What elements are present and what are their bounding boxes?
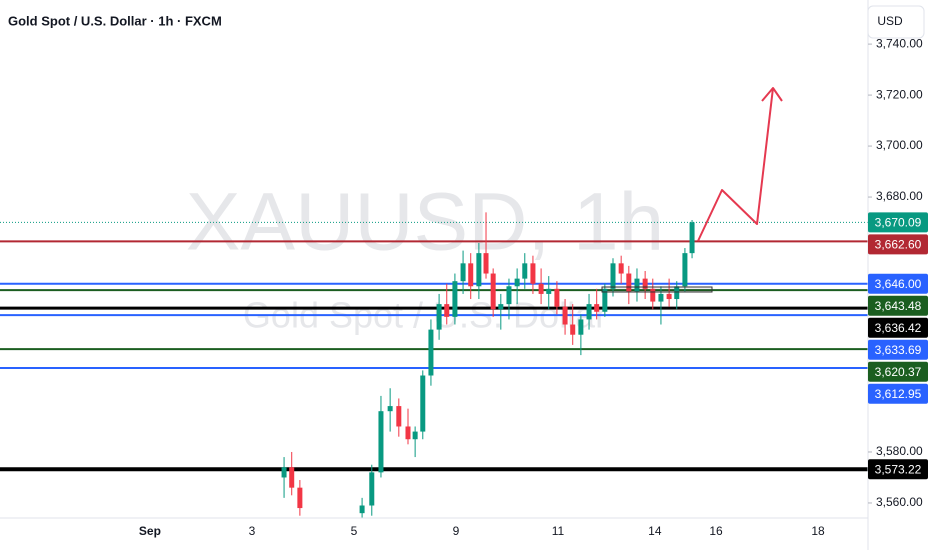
- candle-body: [618, 263, 624, 274]
- y-tick-label: 3,720.00: [876, 87, 923, 101]
- candle-body: [396, 406, 402, 427]
- x-tick-label: 3: [249, 524, 256, 538]
- candle-body: [610, 263, 616, 289]
- candle-body: [530, 263, 536, 284]
- range-box: [601, 286, 713, 293]
- candle-body: [650, 288, 656, 302]
- candle-body: [554, 288, 560, 307]
- candle-body: [378, 411, 384, 473]
- candle-body: [689, 222, 695, 254]
- candle-body: [658, 293, 664, 302]
- candle-body: [444, 304, 450, 317]
- y-tick-label: 3,560.00: [876, 495, 923, 509]
- x-tick-label: 9: [453, 524, 460, 538]
- candle-body: [405, 426, 411, 440]
- candles: [281, 212, 695, 518]
- level-tag: [868, 459, 928, 480]
- candle-body: [514, 278, 520, 287]
- candle-body: [460, 263, 466, 282]
- candle-body: [281, 467, 287, 478]
- candle-body: [420, 375, 426, 432]
- arrow-path: [697, 87, 774, 242]
- level-tag: [868, 383, 928, 404]
- candle-body: [289, 467, 295, 488]
- candle-body: [674, 286, 680, 300]
- candle-body: [562, 306, 568, 325]
- candle-body: [626, 273, 632, 292]
- level-tags: 3,670.09 3,662.60 3,646.00 3,643.48 3,636.42…: [868, 212, 928, 480]
- candle-body: [452, 281, 458, 317]
- level-tag-label: 3,646.00: [875, 277, 922, 291]
- level-tag-label: 3,612.95: [875, 387, 922, 401]
- level-tag: [868, 212, 928, 233]
- level-tag: [868, 273, 928, 294]
- candle-body: [297, 487, 303, 509]
- x-tick-label: 16: [709, 524, 723, 538]
- candle-body: [586, 304, 592, 320]
- level-tag: [868, 339, 928, 360]
- candle-body: [602, 288, 608, 312]
- currency-button[interactable]: [867, 5, 925, 39]
- candle-body: [538, 283, 544, 294]
- level-tag-label: 3,670.09: [875, 215, 922, 229]
- candle-body: [490, 273, 496, 310]
- chart-title: Gold Spot / U.S. Dollar · 1h · FXCM: [8, 13, 222, 28]
- price-levels: [0, 221, 868, 472]
- candle-body: [369, 472, 375, 506]
- level-tag: [868, 317, 928, 338]
- y-tick-label: 3,740.00: [876, 36, 923, 50]
- level-tag-label: 3,662.60: [875, 237, 922, 251]
- candle-body: [666, 293, 672, 300]
- arrow-head: [761, 87, 783, 102]
- level-tag: [868, 234, 928, 255]
- candle-body: [436, 304, 442, 330]
- projection-arrow: [697, 87, 783, 242]
- watermark: XAUUSD, 1h Gold Spot / U.S. Dollar: [186, 177, 665, 336]
- candle-body: [387, 406, 393, 412]
- candle-body: [594, 304, 600, 312]
- x-tick-label: 14: [648, 524, 662, 538]
- x-tick-label: 18: [811, 524, 825, 538]
- x-tick-label: Sep: [139, 524, 161, 538]
- level-tag: [868, 361, 928, 382]
- level-tag-label: 3,620.37: [875, 365, 922, 379]
- candle-body: [476, 253, 482, 287]
- candle-body: [682, 253, 688, 287]
- y-tick-label: 3,580.00: [876, 444, 923, 458]
- y-tick-label: 3,680.00: [876, 189, 923, 203]
- x-tick-label: 11: [552, 524, 565, 538]
- candle-body: [412, 431, 418, 440]
- candle-body: [642, 278, 648, 289]
- level-tag-label: 3,643.48: [875, 299, 922, 313]
- x-tick-label: 5: [351, 524, 358, 538]
- candle-body: [578, 319, 584, 335]
- watermark-symbol: XAUUSD, 1h: [186, 177, 665, 268]
- candle-body: [506, 286, 512, 305]
- candle-body: [468, 263, 474, 287]
- level-tag-label: 3,636.42: [875, 321, 922, 335]
- candle-body: [428, 329, 434, 376]
- candle-body: [634, 278, 640, 292]
- axes: 3,740.00 3,720.00 3,700.00 3,680.00 3,580.00…: [139, 36, 923, 538]
- candle-body: [546, 288, 552, 294]
- candle-body: [483, 253, 489, 274]
- level-tag: [868, 295, 928, 316]
- candle-body: [498, 304, 504, 310]
- y-tick-label: 3,700.00: [876, 138, 923, 152]
- candle-body: [522, 263, 528, 279]
- currency-label[interactable]: USD: [877, 14, 903, 28]
- level-tag-label: 3,573.22: [875, 462, 922, 476]
- candle-body: [570, 324, 576, 335]
- level-tag-label: 3,633.69: [875, 343, 922, 357]
- candle-body: [359, 505, 365, 514]
